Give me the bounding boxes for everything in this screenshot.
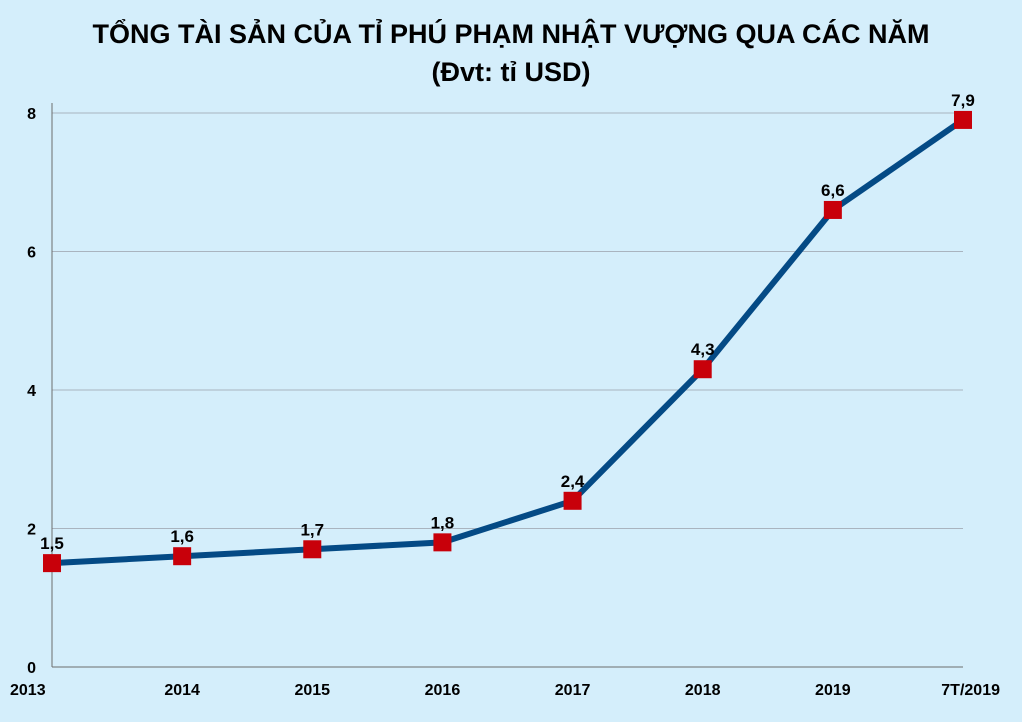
x-tick-label: 2016 [425, 682, 461, 699]
x-tick-label: 2015 [294, 682, 330, 699]
data-point [43, 554, 61, 573]
data-label: 2,4 [561, 472, 585, 491]
x-tick-label: 2019 [815, 682, 851, 699]
data-point [563, 491, 582, 510]
data-label: 1,7 [300, 520, 324, 539]
y-tick-label: 8 [27, 106, 36, 123]
data-point [303, 540, 322, 559]
x-tick-label: 2013 [10, 682, 46, 699]
data-point [954, 110, 972, 129]
y-tick-label: 0 [27, 660, 36, 677]
data-label: 1,8 [431, 513, 455, 532]
x-tick-label: 2017 [555, 682, 591, 699]
data-point [173, 547, 192, 566]
y-tick-label: 6 [27, 245, 36, 262]
chart-title: TỔNG TÀI SẢN CỦA TỈ PHÚ PHẠM NHẬT VƯỢNG … [92, 19, 930, 49]
chart-subtitle: (Đvt: tỉ USD) [431, 57, 591, 87]
data-label: 4,3 [691, 340, 715, 359]
data-label: 1,6 [170, 527, 194, 546]
data-label: 6,6 [821, 181, 845, 200]
data-point [433, 533, 452, 552]
grid-lines [52, 112, 963, 529]
y-tick-label: 2 [27, 522, 36, 539]
y-tick-label: 4 [27, 383, 36, 400]
data-label: 1,5 [40, 534, 64, 553]
data-point [823, 200, 842, 219]
x-tick-label: 2018 [685, 682, 721, 699]
series-line [49, 116, 966, 567]
x-tick-label: 7T/2019 [941, 682, 1000, 699]
x-tick-label: 2014 [164, 682, 200, 699]
data-label: 7,9 [951, 91, 975, 110]
series-layer [43, 110, 972, 573]
data-point [693, 360, 712, 379]
axes [51, 103, 963, 668]
labels-layer: 0 2 4 6 8 2013 2014 2015 2016 2017 2018 2019 7T/2019… [10, 91, 1000, 699]
